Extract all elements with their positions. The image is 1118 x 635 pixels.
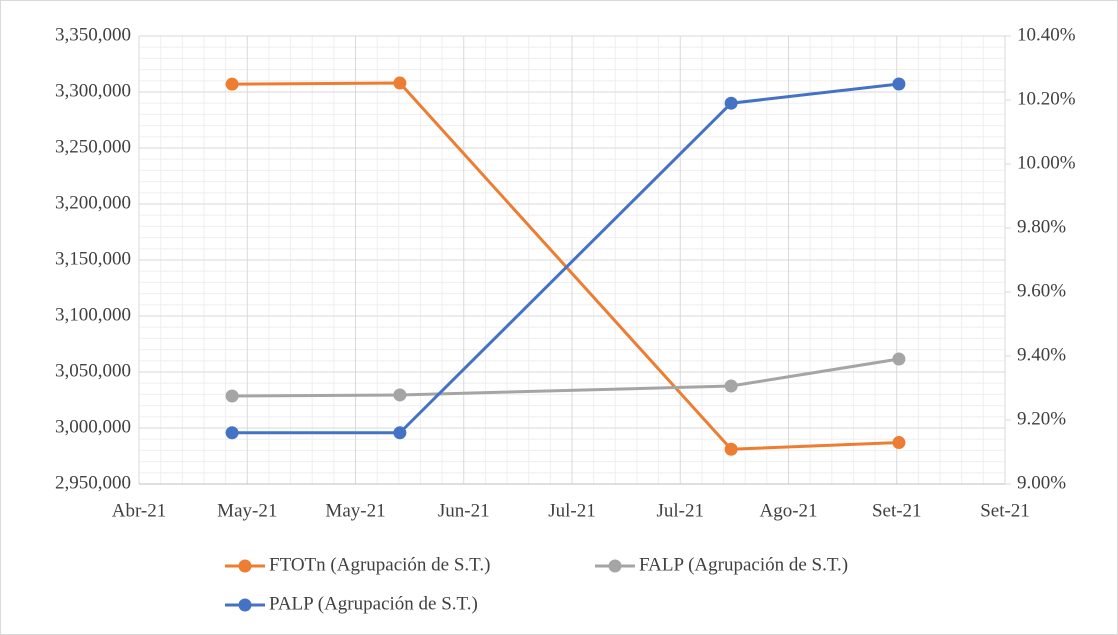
y2-tick-label: 10.00% <box>1017 152 1076 173</box>
point <box>892 436 906 450</box>
legend-marker <box>238 559 252 573</box>
legend-marker <box>608 559 622 573</box>
y-tick-label: 2,950,000 <box>55 472 131 493</box>
x-tick-label: Jul-21 <box>657 500 705 521</box>
series-line <box>232 357 900 398</box>
point <box>393 76 407 90</box>
x-tick-label: Set-21 <box>872 500 922 521</box>
y-tick-label: 3,200,000 <box>55 192 131 213</box>
y-tick-label: 3,100,000 <box>55 304 131 325</box>
point <box>892 77 906 91</box>
legend-marker <box>238 598 252 612</box>
x-tick-label: Set-21 <box>980 500 1030 521</box>
y2-tick-label: 9.80% <box>1017 216 1066 237</box>
y2-tick-label: 9.60% <box>1017 280 1066 301</box>
x-tick-label: May-21 <box>217 500 277 521</box>
y-tick-label: 3,350,000 <box>55 24 131 45</box>
y-tick-label: 3,150,000 <box>55 248 131 269</box>
y-tick-label: 3,000,000 <box>55 416 131 437</box>
y2-tick-label: 9.00% <box>1017 472 1066 493</box>
point <box>225 426 239 440</box>
point <box>225 77 239 91</box>
point <box>225 389 239 403</box>
point <box>724 96 738 110</box>
x-tick-label: Jun-21 <box>438 500 490 521</box>
x-tick-label: Abr-21 <box>112 500 167 521</box>
legend-label: FTOTn (Agrupación de S.T.) <box>269 554 490 575</box>
y2-tick-label: 10.20% <box>1017 88 1076 109</box>
series-line <box>232 82 900 435</box>
x-tick-label: Ago-21 <box>759 500 817 521</box>
legend-label: FALP (Agrupación de S.T.) <box>639 554 848 575</box>
point <box>393 426 407 440</box>
legend-label: PALP (Agrupación de S.T.) <box>269 593 478 614</box>
point <box>724 379 738 393</box>
point <box>393 388 407 402</box>
y2-tick-label: 9.20% <box>1017 408 1066 429</box>
y2-tick-label: 9.40% <box>1017 344 1066 365</box>
y2-tick-label: 10.40% <box>1017 24 1076 45</box>
y-tick-label: 3,250,000 <box>55 136 131 157</box>
y-tick-label: 3,050,000 <box>55 360 131 381</box>
point <box>724 442 738 456</box>
y-tick-label: 3,300,000 <box>55 80 131 101</box>
point <box>892 352 906 366</box>
x-tick-label: May-21 <box>325 500 385 521</box>
x-tick-label: Jul-21 <box>548 500 596 521</box>
